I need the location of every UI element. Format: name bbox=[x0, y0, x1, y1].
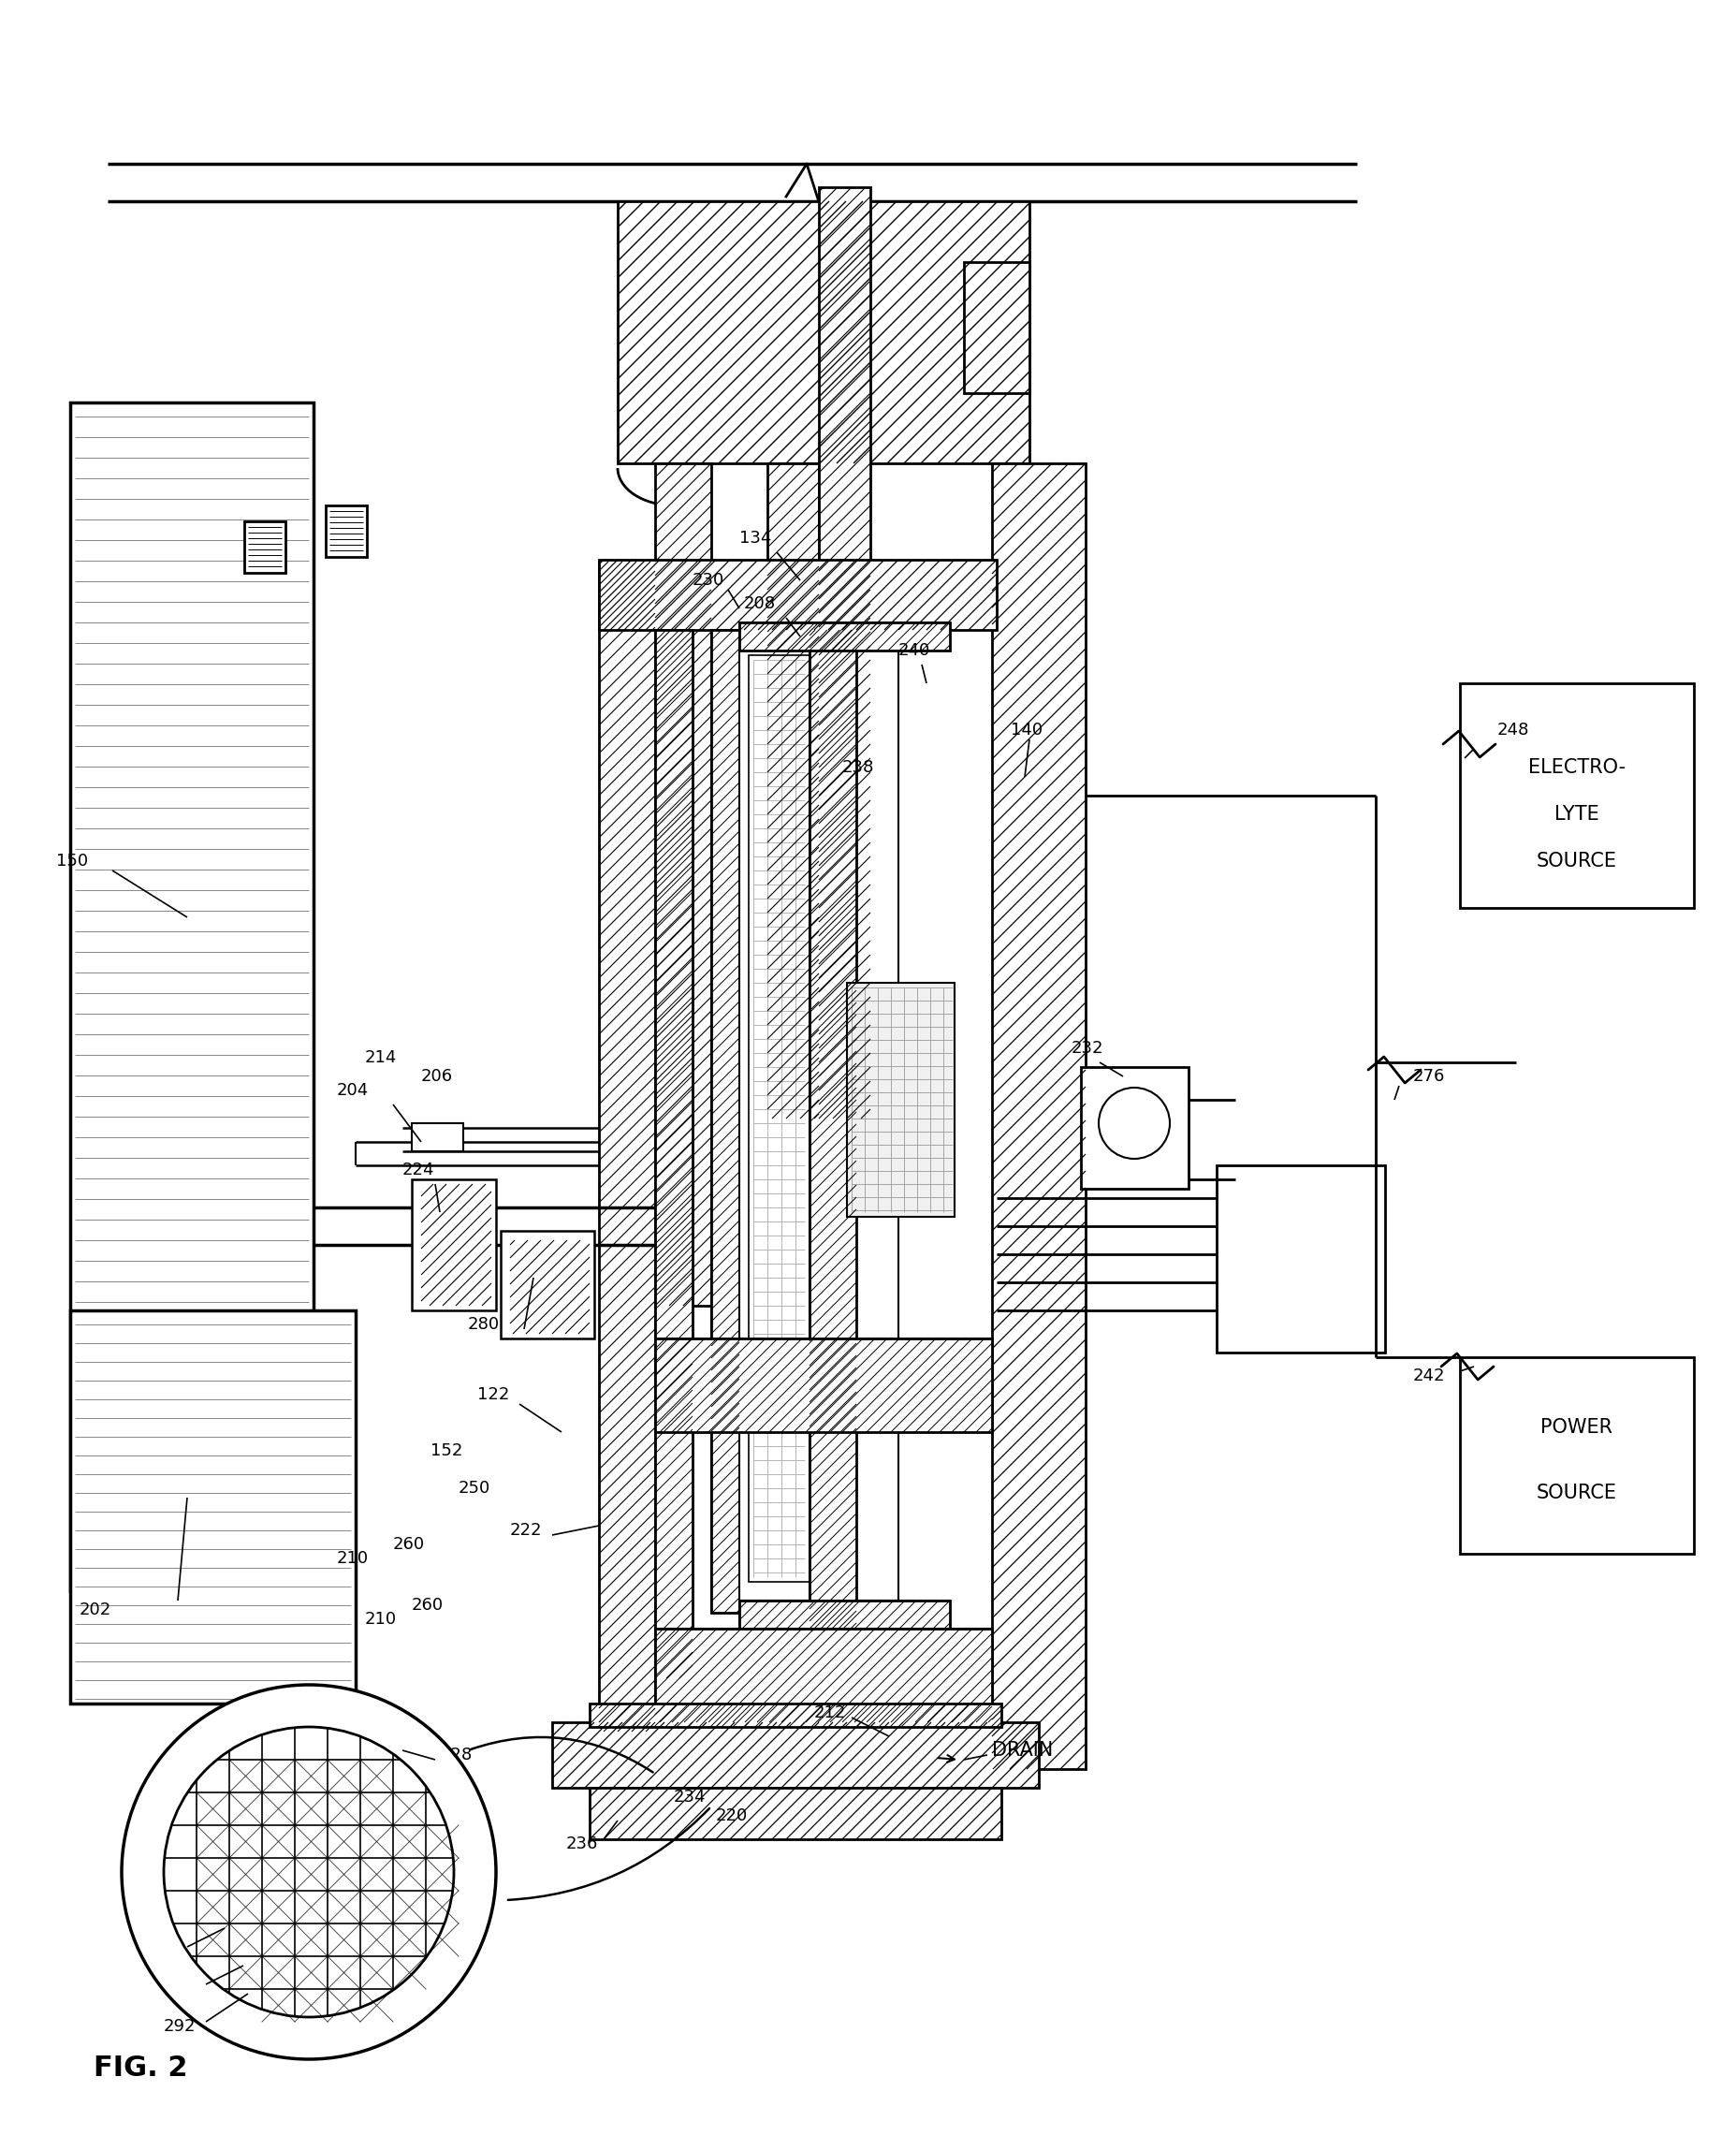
Text: 204: 204 bbox=[337, 1081, 368, 1099]
Text: 122: 122 bbox=[477, 1387, 509, 1404]
Text: 234: 234 bbox=[674, 1789, 707, 1806]
Text: 210: 210 bbox=[365, 1610, 398, 1628]
Bar bbox=[1080, 1066, 1187, 1189]
Text: 152: 152 bbox=[431, 1443, 462, 1460]
Bar bbox=[69, 402, 312, 1591]
Bar bbox=[1215, 1165, 1384, 1352]
Bar bbox=[710, 630, 740, 1612]
Text: DRAIN: DRAIN bbox=[991, 1742, 1052, 1759]
Bar bbox=[1234, 1178, 1370, 1342]
Text: 232: 232 bbox=[1071, 1041, 1104, 1058]
Bar bbox=[618, 202, 1029, 462]
Text: 206: 206 bbox=[420, 1069, 453, 1086]
Text: 224: 224 bbox=[403, 1161, 434, 1178]
Bar bbox=[654, 1630, 991, 1722]
Text: 222: 222 bbox=[141, 1944, 172, 1961]
Bar bbox=[552, 1722, 1038, 1789]
Bar bbox=[510, 1241, 589, 1333]
Bar bbox=[847, 983, 955, 1217]
Text: 250: 250 bbox=[458, 1479, 490, 1496]
Bar bbox=[69, 1309, 356, 1703]
Bar bbox=[411, 1180, 496, 1309]
Text: 240: 240 bbox=[898, 643, 930, 658]
Text: 128: 128 bbox=[439, 1746, 472, 1763]
Text: 212: 212 bbox=[814, 1705, 845, 1722]
Bar bbox=[599, 561, 654, 1731]
Text: 236: 236 bbox=[566, 1836, 597, 1853]
Bar bbox=[654, 1339, 991, 1432]
Bar bbox=[654, 1339, 991, 1432]
Text: 140: 140 bbox=[1010, 722, 1042, 737]
Bar bbox=[740, 645, 898, 1600]
Text: SOURCE: SOURCE bbox=[1536, 1484, 1616, 1503]
Bar bbox=[991, 462, 1085, 1769]
Bar bbox=[710, 630, 740, 1612]
Bar bbox=[500, 1230, 594, 1339]
Bar bbox=[740, 1600, 950, 1630]
Text: 222: 222 bbox=[510, 1522, 542, 1539]
Bar bbox=[589, 1703, 1002, 1726]
Text: 214: 214 bbox=[365, 1049, 398, 1066]
Bar bbox=[740, 624, 950, 651]
Bar bbox=[420, 1185, 491, 1305]
Bar bbox=[740, 624, 950, 651]
Text: 276: 276 bbox=[1413, 1069, 1444, 1086]
Bar bbox=[654, 1630, 991, 1722]
Bar bbox=[589, 1789, 1002, 1838]
Bar bbox=[748, 656, 809, 1582]
Text: FIG. 2: FIG. 2 bbox=[94, 2055, 187, 2081]
Text: 230: 230 bbox=[693, 572, 724, 589]
Bar bbox=[809, 630, 856, 1632]
Bar bbox=[963, 262, 1029, 393]
Bar bbox=[599, 559, 996, 630]
Text: LYTE: LYTE bbox=[1554, 804, 1599, 823]
Bar bbox=[326, 505, 366, 557]
Text: 260: 260 bbox=[411, 1597, 443, 1615]
Text: 248: 248 bbox=[1496, 722, 1529, 737]
Circle shape bbox=[1099, 1088, 1168, 1159]
Circle shape bbox=[122, 1686, 496, 2060]
Bar bbox=[654, 630, 693, 1679]
Bar bbox=[654, 462, 710, 1305]
Text: 220: 220 bbox=[715, 1808, 748, 1823]
Bar bbox=[809, 630, 856, 1632]
Text: 290: 290 bbox=[163, 1980, 196, 1997]
Text: 260: 260 bbox=[392, 1535, 425, 1552]
Bar bbox=[1460, 1357, 1693, 1554]
Text: 210: 210 bbox=[337, 1550, 368, 1567]
Text: SOURCE: SOURCE bbox=[1536, 851, 1616, 871]
Text: ELECTRO-: ELECTRO- bbox=[1528, 759, 1625, 776]
Bar bbox=[411, 1122, 464, 1150]
Text: 242: 242 bbox=[1413, 1367, 1444, 1385]
Bar bbox=[767, 462, 818, 1118]
Text: POWER: POWER bbox=[1540, 1419, 1613, 1436]
Text: 238: 238 bbox=[842, 759, 873, 776]
Text: 150: 150 bbox=[56, 854, 89, 869]
Bar bbox=[1253, 1185, 1366, 1333]
Bar bbox=[740, 1600, 950, 1630]
Text: 208: 208 bbox=[743, 596, 776, 613]
Text: 280: 280 bbox=[467, 1316, 500, 1333]
Bar bbox=[818, 187, 870, 1118]
Bar bbox=[1460, 684, 1693, 907]
Text: 292: 292 bbox=[163, 2019, 196, 2034]
Text: 134: 134 bbox=[740, 529, 771, 546]
Text: 202: 202 bbox=[80, 1602, 111, 1619]
Circle shape bbox=[163, 1726, 453, 2017]
Bar bbox=[245, 520, 285, 572]
